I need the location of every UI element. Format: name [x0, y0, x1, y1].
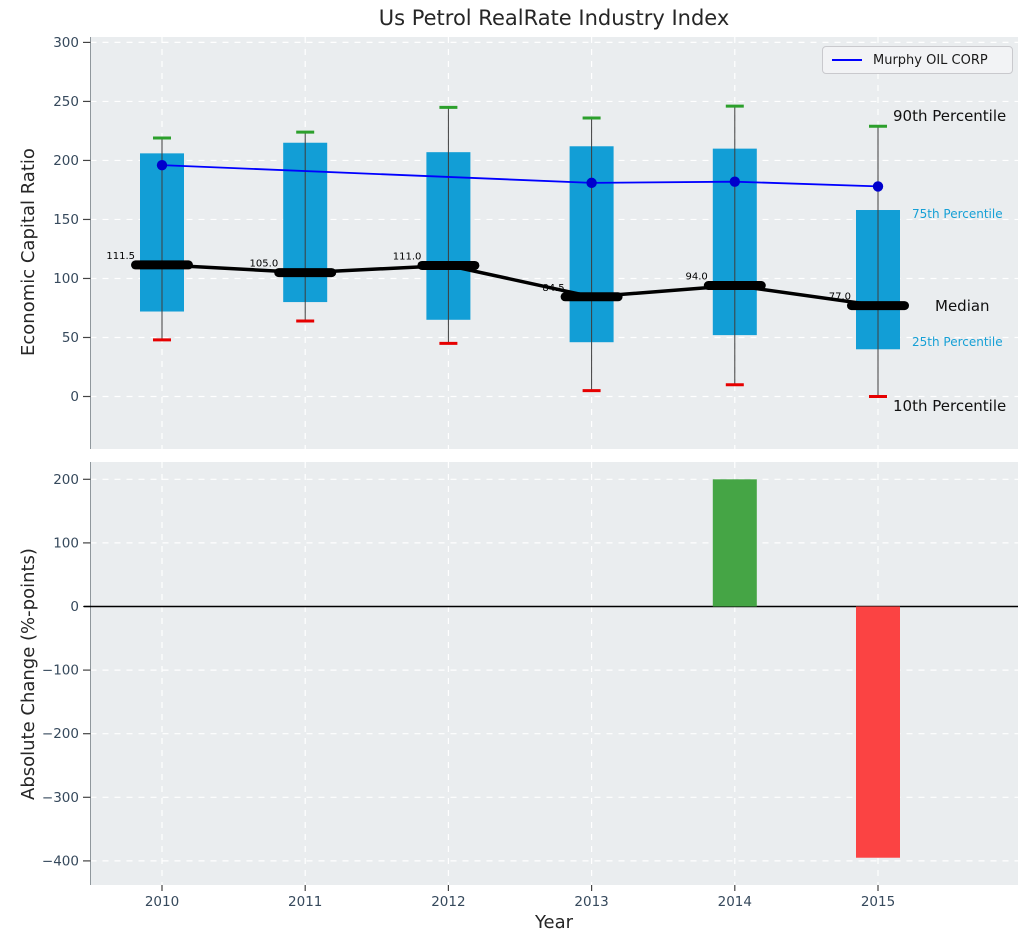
median-segment-2012 — [417, 260, 480, 270]
median-value-label-2015: 77.0 — [829, 292, 851, 303]
top-chart-y-tick-label: 0 — [70, 389, 79, 405]
median-segment-2014 — [703, 281, 766, 291]
median-value-label-2012: 111.0 — [393, 251, 422, 262]
median-value-label-2011: 105.0 — [250, 259, 279, 270]
annotation-10th-percentile: 10th Percentile — [893, 397, 1007, 415]
annotation-90th-percentile: 90th Percentile — [893, 107, 1007, 125]
median-value-label-2010: 111.5 — [106, 251, 135, 262]
median-value-label-2014: 94.0 — [686, 272, 708, 283]
murphy-marker — [156, 159, 168, 171]
x-tick-label-2013: 2013 — [574, 894, 608, 910]
bottom-chart-y-tick-label: 100 — [53, 535, 79, 551]
top-chart-y-tick-label: 200 — [53, 153, 79, 169]
chart-title: Us Petrol RealRate Industry Index — [378, 6, 730, 30]
annotation-median: Median — [935, 297, 990, 315]
bottom-chart-y-tick-label: −100 — [42, 663, 79, 679]
top-chart-y-tick-label: 150 — [53, 212, 79, 228]
x-tick-label-2015: 2015 — [861, 894, 895, 910]
x-tick-label-2014: 2014 — [718, 894, 752, 910]
change-bar-2014 — [712, 479, 757, 607]
bottom-chart-y-tick-label: 0 — [70, 599, 79, 615]
x-tick-label-2012: 2012 — [431, 894, 465, 910]
legend-label: Murphy OIL CORP — [873, 52, 988, 68]
top-chart-y-tick-label: 50 — [62, 330, 79, 346]
median-segment-2011 — [274, 268, 337, 278]
bottom-chart-y-tick-label: −200 — [42, 726, 79, 742]
bottom-chart-y-tick-label: 200 — [53, 472, 79, 488]
annotation-75th-percentile: 75th Percentile — [912, 207, 1003, 221]
legend: Murphy OIL CORP — [822, 46, 1013, 74]
median-segment-2013 — [560, 292, 623, 302]
bottom-chart-y-tick-label: −300 — [42, 790, 79, 806]
median-value-label-2013: 84.5 — [542, 283, 564, 294]
y-axis-label-top: Economic Capital Ratio — [18, 148, 39, 356]
x-tick-label-2011: 2011 — [288, 894, 322, 910]
median-segment-2010 — [131, 260, 193, 270]
murphy-line — [161, 164, 879, 188]
y-axis-label-bottom: Absolute Change (%-points) — [18, 548, 39, 800]
top-chart-y-tick-label: 250 — [53, 94, 79, 110]
top-chart-y-tick-label: 300 — [53, 35, 79, 51]
top-chart-y-tick-label: 100 — [53, 271, 79, 287]
murphy-marker — [729, 176, 740, 187]
murphy-marker — [872, 181, 884, 192]
bottom-chart-y-tick-label: −400 — [42, 853, 79, 869]
legend-line-swatch — [832, 59, 862, 61]
x-tick-label-2010: 2010 — [145, 894, 179, 910]
change-bar-2015 — [856, 606, 900, 858]
x-axis-label: Year — [534, 912, 574, 933]
annotation-25th-percentile: 25th Percentile — [912, 335, 1003, 349]
murphy-marker — [586, 177, 597, 189]
median-segment-2015 — [847, 301, 909, 311]
